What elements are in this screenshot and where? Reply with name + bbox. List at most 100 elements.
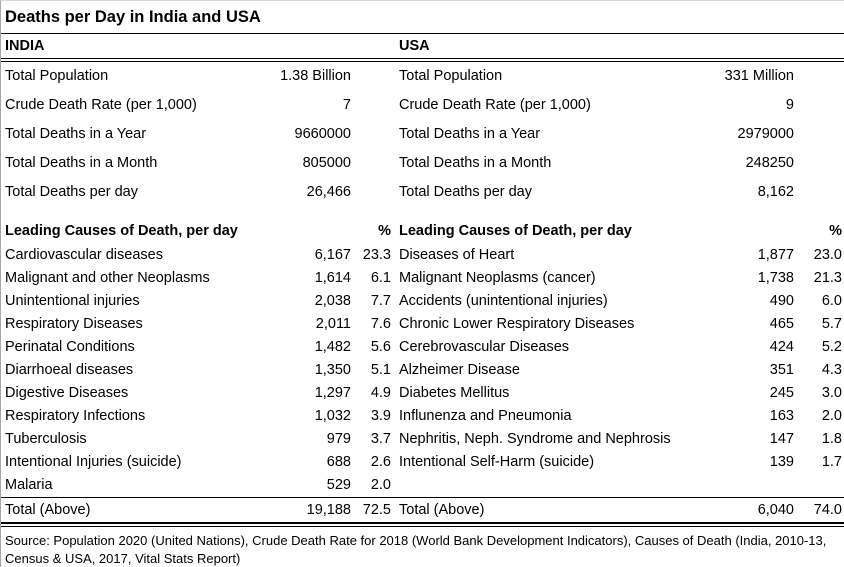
table-row: Unintentional injuries 2,038 7.7 Acciden… bbox=[1, 290, 844, 313]
india-cause-label: Malaria bbox=[5, 477, 53, 493]
usa-cause-label: Nephritis, Neph. Syndrome and Nephrosis bbox=[399, 431, 671, 447]
india-cause-label: Respiratory Diseases bbox=[5, 316, 143, 332]
india-cause-value: 979 bbox=[326, 431, 351, 447]
india-cause-label: Tuberculosis bbox=[5, 431, 87, 447]
india-cause-label: Unintentional injuries bbox=[5, 293, 140, 309]
usa-cause-pct: 4.3 bbox=[821, 362, 842, 378]
india-cause-pct: 3.9 bbox=[370, 408, 391, 424]
india-cause-value: 1,482 bbox=[314, 339, 351, 355]
causes-header-row: Leading Causes of Death, per day % Leadi… bbox=[1, 219, 844, 244]
usa-cause-pct: 5.7 bbox=[821, 316, 842, 332]
usa-summary-value: 9 bbox=[785, 97, 794, 113]
india-header: INDIA bbox=[5, 38, 45, 54]
usa-cause-label: Diabetes Mellitus bbox=[399, 385, 510, 401]
india-summary-value: 9660000 bbox=[294, 126, 351, 142]
table-row: Total Deaths in a Month 805000 Total Dea… bbox=[1, 149, 844, 178]
usa-summary-label: Total Deaths in a Year bbox=[399, 126, 541, 142]
india-cause-value: 1,614 bbox=[314, 270, 351, 286]
india-cause-pct: 2.6 bbox=[370, 454, 391, 470]
usa-summary-value: 248250 bbox=[745, 155, 794, 171]
india-pct-header: % bbox=[378, 223, 391, 239]
usa-cause-pct: 6.0 bbox=[821, 293, 842, 309]
india-total-pct: 72.5 bbox=[362, 502, 391, 518]
usa-cause-value: 424 bbox=[769, 339, 794, 355]
india-summary-value: 7 bbox=[342, 97, 351, 113]
india-cause-pct: 7.7 bbox=[370, 293, 391, 309]
usa-cause-label: Accidents (unintentional injuries) bbox=[399, 293, 608, 309]
usa-summary-label: Total Deaths per day bbox=[399, 184, 532, 200]
india-summary-label: Total Deaths in a Year bbox=[5, 126, 147, 142]
usa-cause-label: Chronic Lower Respiratory Diseases bbox=[399, 316, 635, 332]
india-summary-value: 805000 bbox=[302, 155, 351, 171]
india-summary-label: Total Deaths in a Month bbox=[5, 155, 158, 171]
usa-summary-value: 8,162 bbox=[757, 184, 794, 200]
table-row: Cardiovascular diseases 6,167 23.3 Disea… bbox=[1, 244, 844, 267]
usa-total-label: Total (Above) bbox=[399, 502, 485, 518]
usa-cause-label: Diseases of Heart bbox=[399, 247, 515, 263]
double-rule bbox=[1, 522, 844, 527]
usa-cause-pct: 3.0 bbox=[821, 385, 842, 401]
india-cause-label: Perinatal Conditions bbox=[5, 339, 135, 355]
usa-cause-label: Cerebrovascular Diseases bbox=[399, 339, 570, 355]
india-cause-value: 1,032 bbox=[314, 408, 351, 424]
table-row: Total Population 1.38 Billion Total Popu… bbox=[1, 62, 844, 91]
india-cause-pct: 23.3 bbox=[362, 247, 391, 263]
table-row: Malignant and other Neoplasms 1,614 6.1 … bbox=[1, 267, 844, 290]
usa-pct-header: % bbox=[829, 223, 842, 239]
usa-cause-value: 245 bbox=[769, 385, 794, 401]
usa-cause-label: Influnenza and Pneumonia bbox=[399, 408, 572, 424]
india-cause-pct: 3.7 bbox=[370, 431, 391, 447]
table-row: Total Deaths per day 26,466 Total Deaths… bbox=[1, 178, 844, 207]
india-cause-value: 1,297 bbox=[314, 385, 351, 401]
usa-causes-header: Leading Causes of Death, per day bbox=[399, 223, 632, 239]
india-cause-value: 688 bbox=[326, 454, 351, 470]
table-row: Respiratory Diseases 2,011 7.6 Chronic L… bbox=[1, 313, 844, 336]
usa-cause-pct: 23.0 bbox=[813, 247, 842, 263]
table-row: Malaria 529 2.0 bbox=[1, 474, 844, 497]
india-cause-label: Diarrhoeal diseases bbox=[5, 362, 134, 378]
usa-cause-label: Intentional Self-Harm (suicide) bbox=[399, 454, 595, 470]
india-cause-label: Respiratory Infections bbox=[5, 408, 146, 424]
india-cause-value: 2,011 bbox=[315, 316, 351, 332]
india-cause-label: Intentional Injuries (suicide) bbox=[5, 454, 182, 470]
usa-summary-label: Total Deaths in a Month bbox=[399, 155, 552, 171]
table-row: Diarrhoeal diseases 1,350 5.1 Alzheimer … bbox=[1, 359, 844, 382]
double-rule bbox=[1, 58, 844, 62]
india-cause-pct: 6.1 bbox=[370, 270, 391, 286]
usa-summary-label: Total Population bbox=[399, 68, 503, 84]
india-cause-pct: 7.6 bbox=[370, 316, 391, 332]
usa-summary-value: 331 Million bbox=[724, 68, 794, 84]
table-row: Digestive Diseases 1,297 4.9 Diabetes Me… bbox=[1, 382, 844, 405]
india-summary-label: Total Population bbox=[5, 68, 109, 84]
india-causes-header: Leading Causes of Death, per day bbox=[5, 223, 238, 239]
table-row: Perinatal Conditions 1,482 5.6 Cerebrova… bbox=[1, 336, 844, 359]
india-summary-label: Total Deaths per day bbox=[5, 184, 138, 200]
usa-summary-value: 2979000 bbox=[737, 126, 794, 142]
usa-cause-value: 147 bbox=[769, 431, 794, 447]
usa-cause-pct: 1.7 bbox=[821, 454, 842, 470]
india-cause-pct: 5.6 bbox=[370, 339, 391, 355]
india-cause-value: 6,167 bbox=[314, 247, 351, 263]
india-total-value: 19,188 bbox=[306, 502, 351, 518]
india-cause-pct: 2.0 bbox=[370, 477, 391, 493]
total-row: Total (Above) 19,188 72.5 Total (Above) … bbox=[1, 497, 844, 522]
india-summary-label: Crude Death Rate (per 1,000) bbox=[5, 97, 197, 113]
table-row: Respiratory Infections 1,032 3.9 Influne… bbox=[1, 405, 844, 428]
table-row: Tuberculosis 979 3.7 Nephritis, Neph. Sy… bbox=[1, 428, 844, 451]
usa-cause-value: 1,877 bbox=[757, 247, 794, 263]
usa-cause-value: 465 bbox=[769, 316, 794, 332]
table-row: Intentional Injuries (suicide) 688 2.6 I… bbox=[1, 451, 844, 474]
usa-cause-value: 163 bbox=[769, 408, 794, 424]
usa-cause-label: Malignant Neoplasms (cancer) bbox=[399, 270, 596, 286]
usa-total-value: 6,040 bbox=[757, 502, 794, 518]
usa-summary-label: Crude Death Rate (per 1,000) bbox=[399, 97, 591, 113]
india-cause-pct: 5.1 bbox=[370, 362, 391, 378]
usa-cause-value: 490 bbox=[769, 293, 794, 309]
usa-cause-value: 139 bbox=[769, 454, 794, 470]
source-note: Source: Population 2020 (United Nations)… bbox=[5, 533, 827, 566]
india-cause-label: Cardiovascular diseases bbox=[5, 247, 163, 263]
india-cause-label: Digestive Diseases bbox=[5, 385, 129, 401]
usa-cause-label: Alzheimer Disease bbox=[399, 362, 520, 378]
india-cause-value: 529 bbox=[326, 477, 351, 493]
